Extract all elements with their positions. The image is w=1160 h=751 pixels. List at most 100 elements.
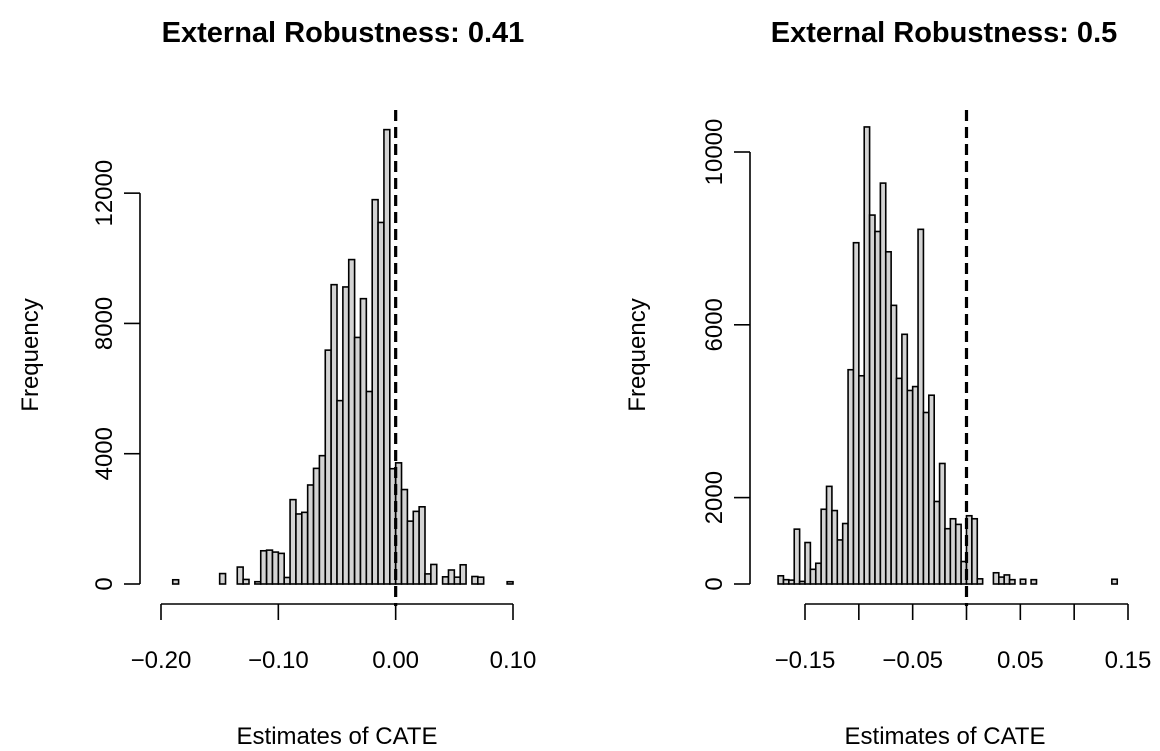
left-bar-51 xyxy=(471,575,479,585)
right-bar-2 xyxy=(788,579,796,585)
left-bar-27 xyxy=(330,283,338,585)
right-bar-17 xyxy=(868,214,876,585)
left-bar-23 xyxy=(306,484,315,585)
right-bar-23 xyxy=(901,333,909,585)
left-bar-41 xyxy=(412,510,420,585)
left-bar-35 xyxy=(377,221,385,585)
right-bar-0 xyxy=(777,574,785,585)
left-bar-57 xyxy=(506,580,514,585)
right-y-tick-label: 6000 xyxy=(701,298,728,351)
right-bar-42 xyxy=(1003,574,1011,585)
left-bar-16 xyxy=(265,549,274,585)
right-bar-40 xyxy=(992,571,1000,585)
left-y-tick-label: 0 xyxy=(91,577,118,590)
left-bar-42 xyxy=(418,506,426,585)
right-x-axis: −0.15 −0.05 0.05 0.15 xyxy=(775,603,1151,674)
right-bar-18 xyxy=(874,230,882,585)
right-bar-6 xyxy=(809,568,817,585)
right-bar-22 xyxy=(895,377,903,585)
right-y-axis: 0 2000 6000 10000 xyxy=(701,119,751,591)
right-bar-33 xyxy=(954,523,962,585)
right-bar-11 xyxy=(836,539,844,585)
left-bar-32 xyxy=(359,297,368,585)
left-y-axis: 0 4000 8000 12000 xyxy=(91,160,141,591)
left-bar-17 xyxy=(271,551,280,585)
left-bar-44 xyxy=(430,563,438,585)
right-bar-14 xyxy=(852,241,860,585)
right-bar-29 xyxy=(933,500,941,585)
left-bar-20 xyxy=(289,498,297,585)
left-bar-47 xyxy=(447,569,456,585)
left-bar-11 xyxy=(236,566,244,585)
right-bar-37 xyxy=(976,578,984,585)
left-bar-39 xyxy=(400,488,409,585)
left-bar-8 xyxy=(218,572,227,585)
left-bar-31 xyxy=(353,336,362,585)
right-bar-32 xyxy=(949,517,957,585)
right-bar-26 xyxy=(917,228,925,585)
right-bar-19 xyxy=(879,182,887,585)
right-y-axis-title: Frequency xyxy=(624,298,651,411)
right-y-tick-label: 2000 xyxy=(701,471,728,524)
left-bar-52 xyxy=(476,576,485,585)
left-y-tick-label: 8000 xyxy=(91,297,118,350)
left-bar-43 xyxy=(424,573,432,585)
right-bar-1 xyxy=(782,578,790,585)
right-bar-10 xyxy=(831,509,839,585)
left-x-tick-label: 0.10 xyxy=(490,647,537,674)
right-bar-9 xyxy=(825,485,833,585)
right-bar-13 xyxy=(847,368,855,585)
right-bar-20 xyxy=(884,250,892,585)
right-bar-43 xyxy=(1008,578,1016,585)
right-bar-45 xyxy=(1019,578,1027,585)
left-bar-24 xyxy=(312,467,321,585)
right-bar-21 xyxy=(890,304,898,585)
left-bar-19 xyxy=(283,576,291,585)
left-y-tick-label: 12000 xyxy=(91,160,118,227)
right-x-tick-label: 0.05 xyxy=(997,647,1044,674)
right-bar-30 xyxy=(938,462,946,585)
right-bar-12 xyxy=(841,522,849,585)
left-histogram-panel: External Robustness: 0.41 −0.20 −0.10 0.00… xyxy=(17,17,536,750)
left-bar-46 xyxy=(441,576,450,585)
left-x-axis-title: Estimates of CATE xyxy=(237,723,438,750)
right-x-axis-title: Estimates of CATE xyxy=(845,723,1046,750)
right-bar-5 xyxy=(804,541,812,585)
left-bar-15 xyxy=(259,549,268,585)
left-bar-18 xyxy=(277,552,286,585)
right-bar-31 xyxy=(944,527,952,585)
left-bar-0 xyxy=(171,578,180,585)
right-histogram-panel: External Robustness: 0.5 −0.15 −0.05 0.05 0… xyxy=(624,17,1151,750)
left-x-axis: −0.20 −0.10 0.00 0.10 xyxy=(131,603,537,674)
left-bar-33 xyxy=(365,390,374,585)
right-bar-16 xyxy=(863,126,871,585)
left-bar-26 xyxy=(324,349,332,585)
right-bar-62 xyxy=(1111,578,1119,585)
left-bar-30 xyxy=(347,258,356,585)
left-bar-25 xyxy=(318,454,327,585)
right-bar-7 xyxy=(814,562,822,585)
left-x-tick-label: 0.00 xyxy=(372,647,419,674)
left-bars xyxy=(171,128,514,585)
right-bar-15 xyxy=(858,374,866,585)
right-bar-41 xyxy=(997,576,1005,585)
right-x-tick-label: −0.05 xyxy=(882,647,943,674)
left-bar-36 xyxy=(383,128,391,585)
left-chart-title: External Robustness: 0.41 xyxy=(162,17,525,49)
right-x-tick-label: −0.15 xyxy=(775,647,836,674)
left-y-tick-label: 4000 xyxy=(91,427,118,480)
right-bar-8 xyxy=(820,508,828,585)
right-bars xyxy=(777,126,1119,585)
left-bar-21 xyxy=(295,513,303,585)
left-bar-22 xyxy=(300,511,309,585)
left-bar-34 xyxy=(371,198,379,585)
right-y-tick-label: 10000 xyxy=(701,119,728,186)
right-bar-27 xyxy=(922,411,930,585)
left-bar-12 xyxy=(242,578,250,585)
right-bar-28 xyxy=(928,394,935,585)
left-bar-29 xyxy=(342,286,350,585)
right-bar-25 xyxy=(911,385,919,585)
right-bar-36 xyxy=(971,517,979,585)
left-x-tick-label: −0.10 xyxy=(248,647,309,674)
right-bar-4 xyxy=(798,580,806,585)
